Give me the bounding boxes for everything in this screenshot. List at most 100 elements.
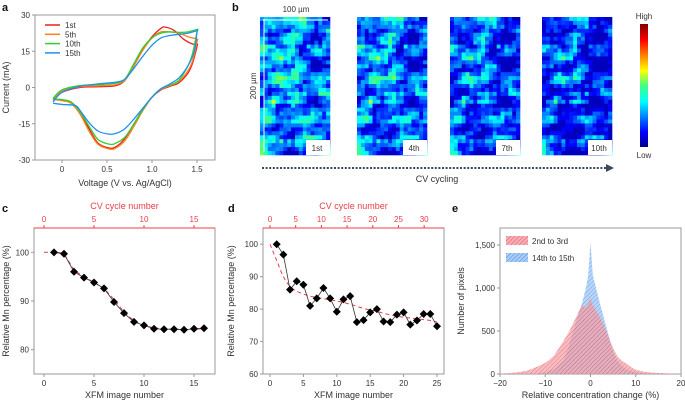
map-pixel [260, 36, 265, 41]
y-axis-label: Relative Mn percentage (%) [226, 245, 236, 357]
map-pixel [557, 68, 562, 73]
map-pixel [372, 127, 377, 132]
map-pixel [453, 107, 459, 112]
map-pixel [580, 131, 586, 136]
map-pixel [577, 60, 582, 65]
data-point [306, 301, 315, 310]
map-pixel [263, 103, 269, 108]
map-pixel [604, 135, 609, 140]
map-pixel [407, 40, 412, 45]
map-pixel [384, 84, 389, 89]
map-pixel [457, 32, 462, 38]
map-pixel [604, 56, 609, 61]
map-pixel [545, 139, 551, 144]
map-pixel [453, 91, 459, 97]
map-pixel [415, 36, 420, 41]
map-pixel [450, 131, 455, 136]
map-pixel [465, 91, 470, 97]
map-pixel [279, 76, 284, 81]
map-pixel [577, 91, 582, 97]
map-pixel [592, 17, 597, 22]
map-pixel [372, 72, 377, 77]
map-pixel [561, 60, 566, 65]
xfm-map-10th: 10th [542, 17, 613, 156]
map-pixel [392, 111, 397, 116]
map-pixel [473, 91, 478, 97]
map-pixel [298, 139, 304, 144]
map-pixel [608, 103, 613, 108]
map-pixel [561, 76, 566, 81]
map-pixel [318, 76, 323, 81]
map-pixel [584, 127, 589, 132]
map-pixel [392, 52, 397, 57]
map-pixel [512, 24, 517, 30]
map-pixel [512, 127, 517, 132]
map-pixel [314, 119, 319, 124]
data-point [150, 324, 158, 333]
map-pixel [504, 87, 509, 93]
map-pixel [553, 99, 558, 105]
map-pixel [403, 24, 408, 30]
map-pixel [453, 151, 459, 156]
map-pixel [403, 72, 408, 77]
map-pixel [504, 135, 509, 140]
map-pixel [553, 20, 558, 26]
x-tick-label: 15 [190, 379, 199, 388]
map-pixel [318, 127, 323, 132]
map-pixel [295, 60, 300, 65]
map-pixel [271, 123, 276, 128]
map-pixel [314, 99, 319, 105]
map-pixel [512, 84, 517, 89]
map-pixel [577, 99, 582, 105]
map-pixel [302, 28, 307, 34]
map-pixel [388, 123, 393, 128]
map-pixel [542, 48, 547, 53]
map-pixel [608, 52, 613, 57]
map-pixel [364, 127, 369, 132]
map-pixel [267, 80, 272, 85]
map-pixel [360, 32, 366, 38]
map-pixel [322, 84, 327, 89]
map-pixel [512, 36, 517, 41]
map-pixel [318, 56, 323, 61]
map-pixel [553, 119, 558, 124]
map-pixel [492, 127, 497, 132]
map-pixel [403, 44, 408, 49]
map-pixel [450, 103, 455, 108]
map-pixel [357, 17, 362, 22]
data-point [200, 324, 208, 333]
map-pixel [368, 107, 373, 112]
top-x-tick-label: 30 [420, 215, 429, 224]
map-pixel [453, 95, 459, 101]
map-pixel [488, 119, 494, 124]
map-pixel [577, 56, 582, 61]
map-pixel [600, 135, 605, 140]
map-pixel [395, 56, 401, 61]
map-pixel [283, 115, 288, 120]
map-pixel [457, 119, 462, 124]
map-pixel [306, 60, 311, 65]
map-pixel [368, 32, 373, 38]
map-pixel [322, 32, 327, 38]
map-pixel [557, 119, 562, 124]
map-pixel [388, 40, 393, 45]
map-pixel [545, 48, 551, 53]
map-pixel [485, 147, 490, 152]
map-pixel [306, 24, 311, 30]
map-pixel [508, 95, 513, 101]
map-pixel [376, 103, 381, 108]
plot-frame [33, 227, 216, 375]
map-pixel [477, 107, 482, 112]
map-pixel [477, 123, 482, 128]
map-pixel [580, 139, 586, 144]
map-pixel [608, 111, 613, 116]
map-pixel [492, 103, 497, 108]
map-pixel [399, 127, 404, 132]
map-pixel [372, 76, 377, 81]
map-pixel [608, 64, 613, 69]
map-pixel [592, 84, 597, 89]
map-pixel [465, 111, 470, 116]
map-pixel [604, 68, 609, 73]
map-pixel [549, 32, 554, 38]
map-pixel [306, 107, 311, 112]
